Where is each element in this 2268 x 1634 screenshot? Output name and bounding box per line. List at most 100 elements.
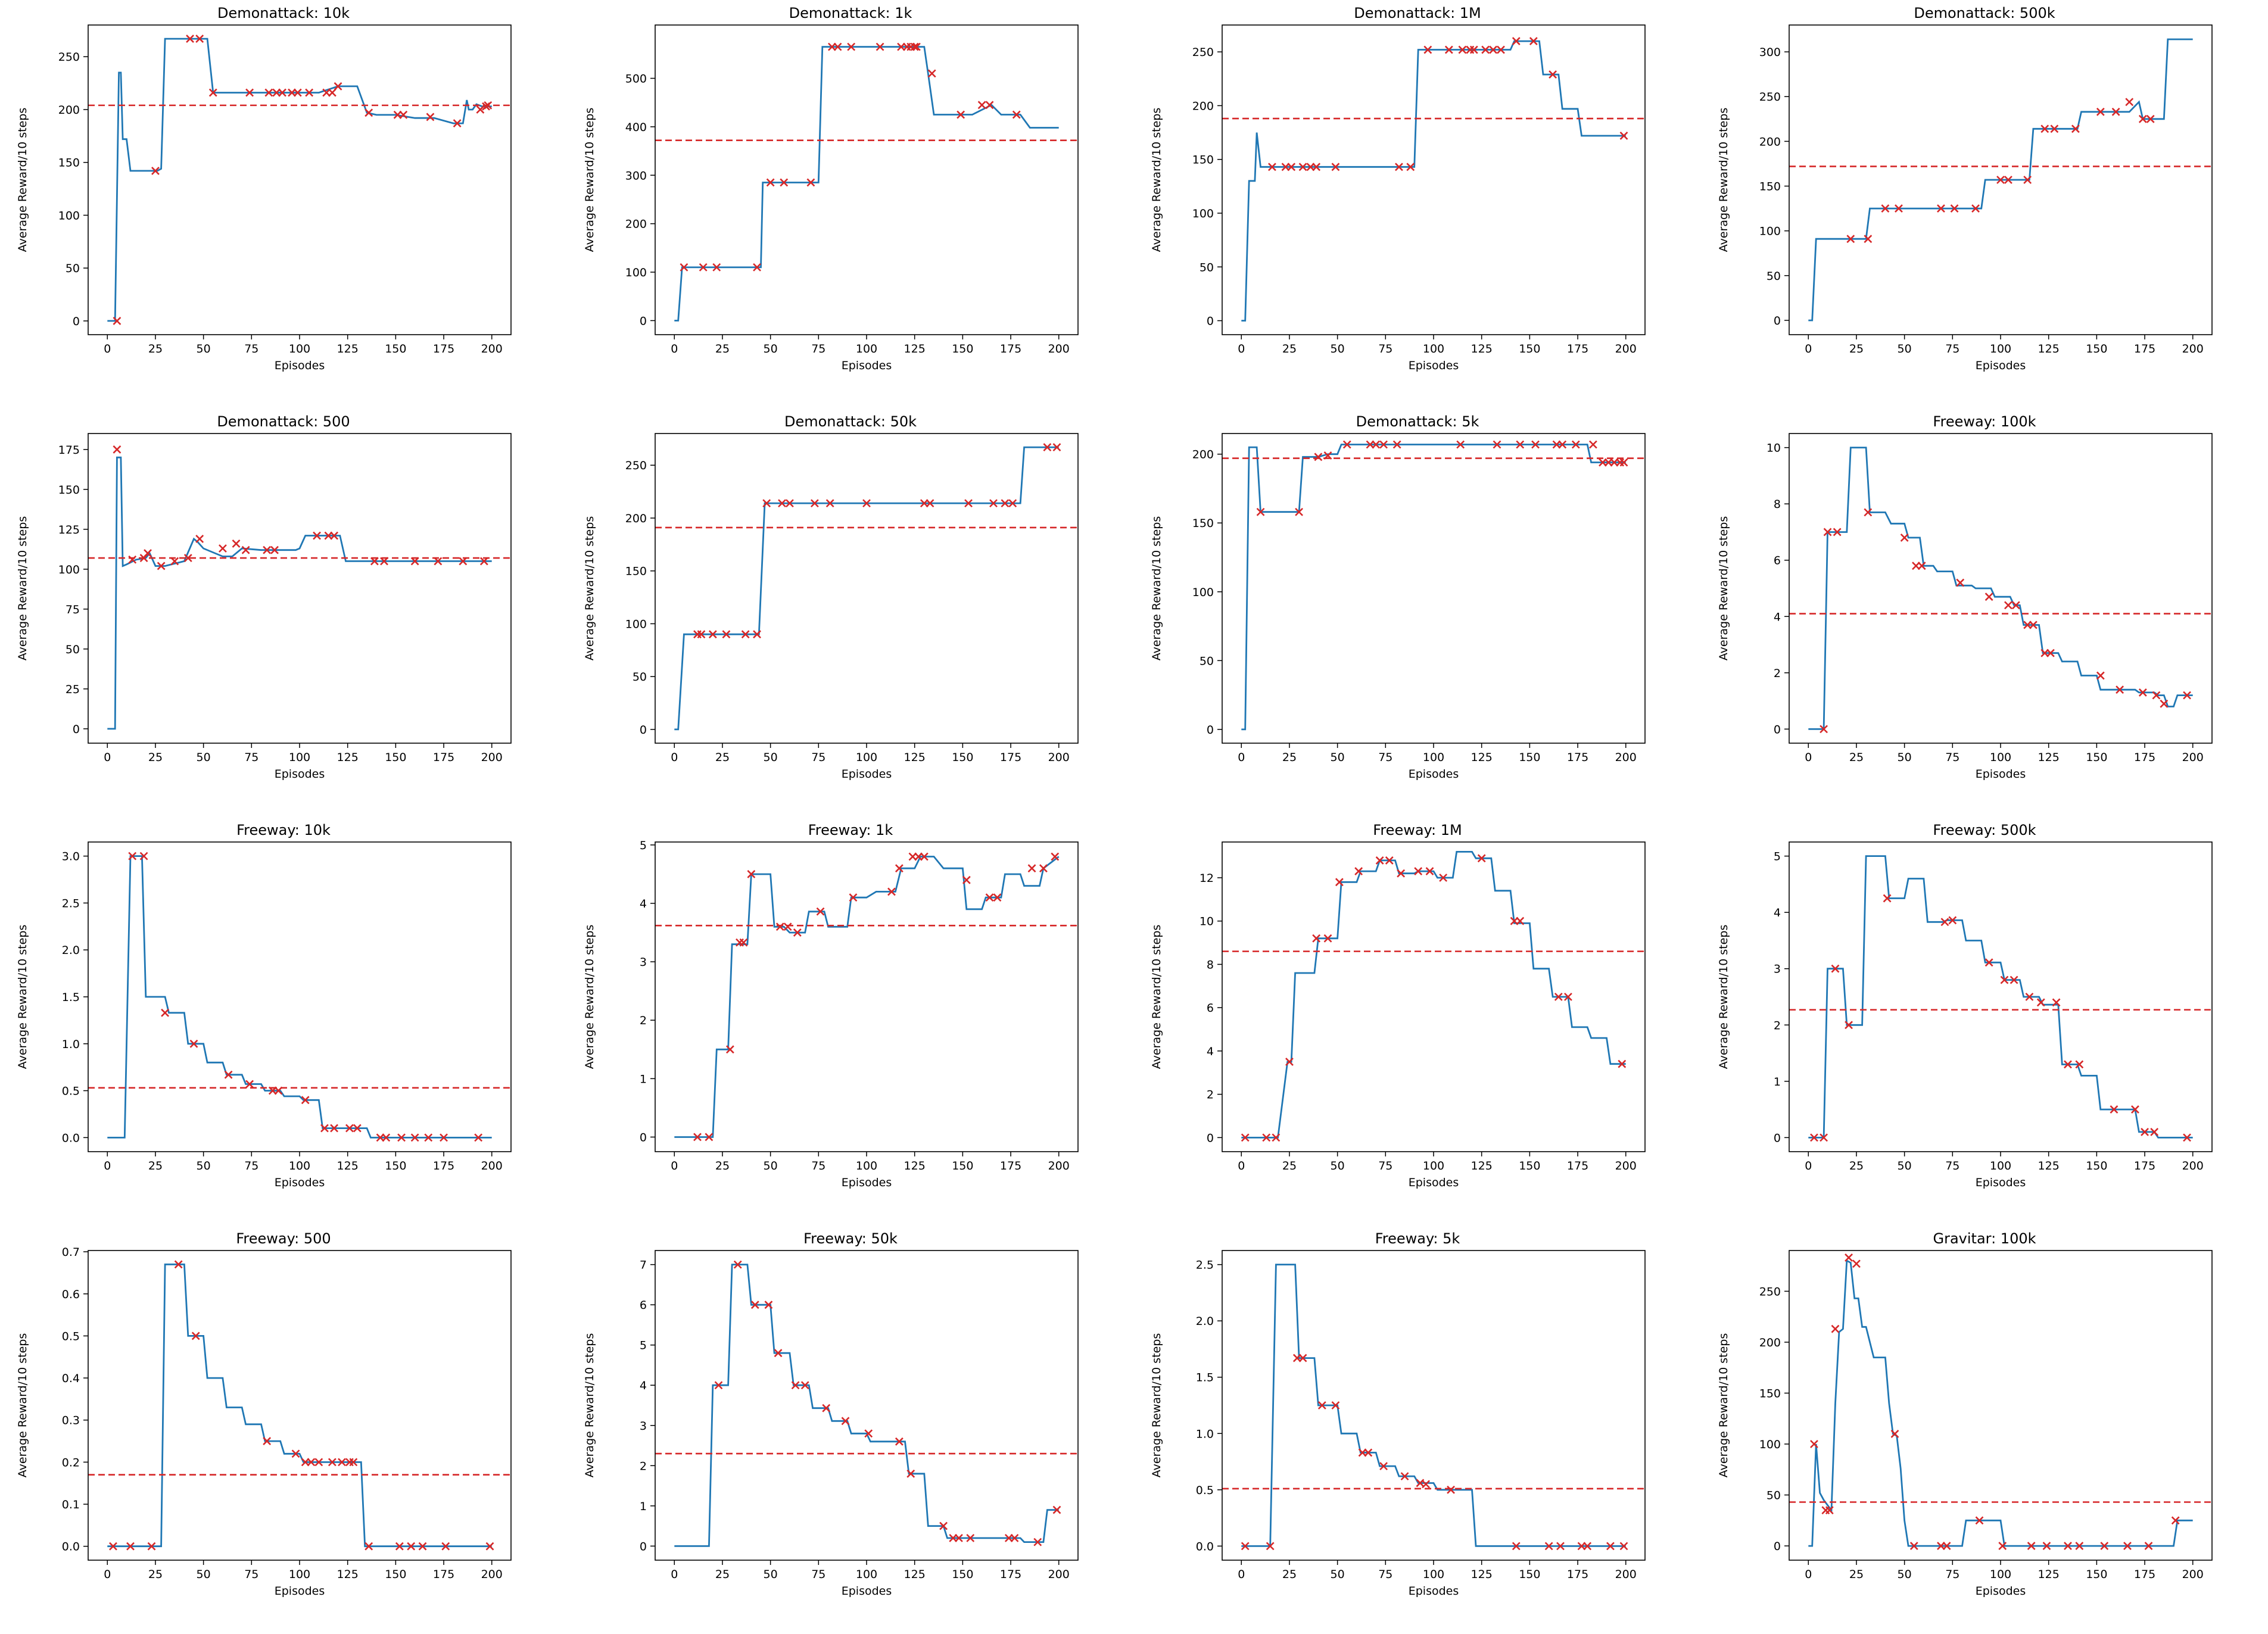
x-marker [985,893,994,902]
x-tick-label: 150 [1519,342,1540,356]
x-tick-label: 0 [671,1568,678,1581]
x-marker [328,1458,337,1467]
x-tick-label: 125 [1471,751,1493,764]
x-marker [862,499,871,508]
x-tick-label: 125 [1471,342,1493,356]
x-marker [364,108,373,117]
y-tick-label: 250 [1759,1285,1781,1298]
x-marker [191,1331,200,1340]
y-tick-label: 100 [1192,207,1214,220]
y-tick-label: 50 [1767,270,1781,283]
x-marker [1948,916,1957,925]
x-marker [774,1349,783,1358]
y-tick-label: 175 [58,444,80,457]
x-marker [2004,601,2012,610]
x-marker [993,893,1002,902]
chart-title: Demonattack: 10k [217,5,350,21]
x-marker [459,557,468,566]
axes-frame [88,433,512,744]
x-marker [2183,691,2191,700]
x-tick-label: 0 [1238,1568,1245,1581]
x-marker [2146,114,2155,123]
x-marker [364,1542,373,1551]
x-marker [1394,163,1403,171]
x-tick-label: 75 [244,751,258,764]
x-marker [2010,975,2018,984]
x-tick-label: 50 [197,751,211,764]
x-tick-label: 125 [904,1159,926,1173]
x-marker [1039,864,1048,873]
x-marker [1549,70,1557,79]
x-tick-label: 200 [481,1159,503,1173]
x-marker [712,263,721,272]
y-tick-label: 2.5 [1196,1259,1214,1272]
x-marker [2116,685,2124,694]
x-marker [1571,440,1580,449]
x-marker [1845,1253,1853,1262]
x-marker [1043,443,1052,451]
y-tick-label: 250 [1192,46,1214,59]
x-tick-label: 75 [244,1159,258,1173]
x-tick-label: 25 [1282,1568,1297,1581]
x-marker [484,101,493,110]
x-marker [274,1086,283,1095]
x-tick-label: 175 [1000,342,1021,356]
plot-area [1789,1253,2212,1550]
x-axis-label: Episodes [275,359,325,372]
x-marker [353,1124,362,1133]
x-marker [1845,1021,1853,1030]
x-tick-label: 125 [904,342,926,356]
x-marker [906,1469,915,1478]
axes-frame [88,24,512,335]
y-tick-label: 125 [58,523,80,537]
x-marker [424,1133,433,1142]
x-marker [320,1124,329,1133]
x-marker [1385,856,1394,865]
x-marker [189,1039,198,1048]
x-marker [1397,869,1406,878]
x-tick-label: 200 [2182,342,2204,356]
y-tick-label: 8 [1207,958,1214,971]
series-line [1808,1259,2193,1547]
y-tick-label: 100 [1192,586,1214,599]
y-tick-label: 1 [1774,1075,1781,1089]
y-tick-label: 6 [1774,554,1781,567]
axes-frame [655,24,1079,335]
x-marker [2040,124,2049,133]
y-tick-label: 250 [58,51,80,64]
x-marker [825,499,834,508]
chart-svg: 0 25 50 75 100 125 150 175 200 0 1 2 3 4 5 Episodes Aver… [1717,841,2213,1189]
x-marker [2027,1542,2036,1550]
x-marker [1331,163,1340,171]
x-marker [714,1381,723,1390]
x-marker [962,875,971,884]
x-marker [725,1045,734,1054]
chart-svg: 0 25 50 75 100 125 150 175 200 0 50 100 150 200 250 Epi… [583,433,1079,781]
x-marker [418,1542,427,1551]
y-tick-label: 4 [640,1379,647,1392]
x-marker [1312,934,1321,943]
x-marker [1241,1133,1250,1142]
x-marker [1323,451,1332,460]
y-tick-label: 0 [1207,1131,1214,1145]
x-tick-label: 25 [1282,751,1297,764]
x-marker [328,88,337,97]
chart-panel: Freeway: 10k 0 25 50 75 100 125 150 175 200 0.0 0.5… [0,817,567,1226]
x-marker [305,88,314,97]
y-tick-label: 150 [58,484,80,497]
x-marker [307,1458,316,1467]
x-marker [1027,864,1036,873]
x-marker [1414,867,1423,876]
y-tick-label: 100 [1759,225,1781,238]
y-axis-label: Average Reward/10 steps [1150,108,1163,252]
y-tick-label: 3.0 [62,850,80,863]
x-marker [762,499,771,508]
axes-frame [88,1250,512,1561]
x-tick-label: 25 [1849,1568,1864,1581]
axes-frame [1789,24,2213,335]
x-tick-label: 25 [715,342,730,356]
chart-svg: 0 25 50 75 100 125 150 175 200 0 1 2 3 4 5 Episodes Aver… [583,839,1079,1189]
x-marker [697,630,706,639]
x-marker [474,1133,483,1142]
x-marker [113,445,122,454]
